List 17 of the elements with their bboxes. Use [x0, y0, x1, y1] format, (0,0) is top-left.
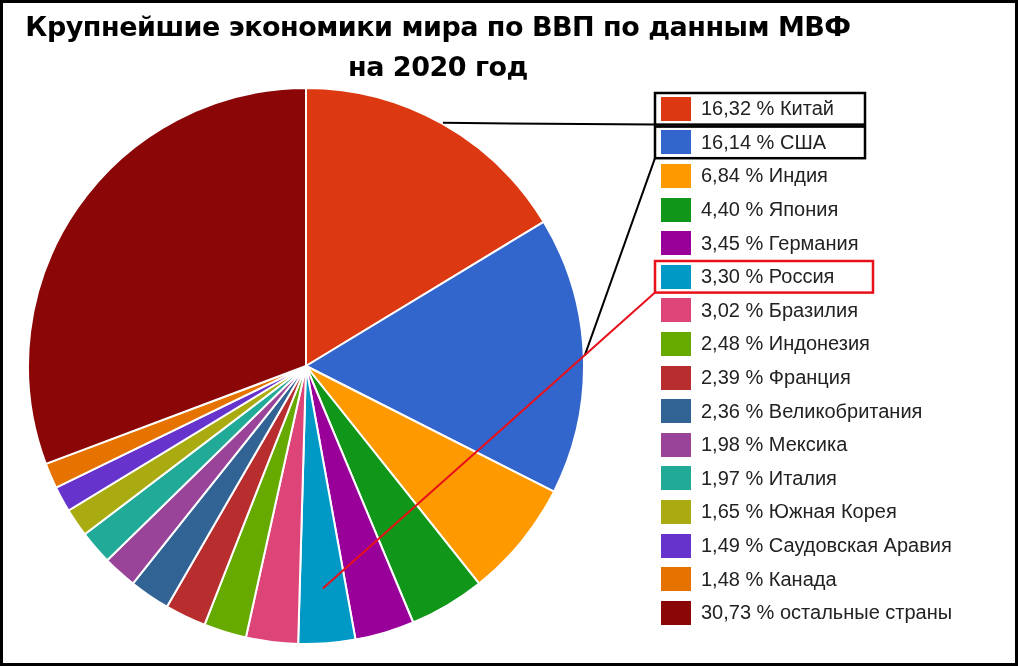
legend-label: 3,02 % Бразилия — [701, 298, 858, 322]
legend-label: 6,84 % Индия — [701, 164, 828, 188]
legend-label: 1,97 % Италия — [701, 466, 837, 490]
legend-label: 3,30 % Россия — [701, 265, 835, 289]
legend-label: 4,40 % Япония — [701, 198, 839, 222]
legend-label: 1,48 % Канада — [701, 567, 837, 591]
legend-label: 1,65 % Южная Корея — [701, 500, 897, 524]
legend-label: 16,14 % США — [701, 130, 827, 154]
chart-title: Крупнейшие экономики мира по ВВП по данным МВФ на 2020 год — [24, 10, 852, 84]
legend-label: 3,45 % Германия — [701, 231, 859, 255]
legend-label: 30,73 % остальные страны — [701, 601, 953, 625]
legend-label: 2,36 % Великобритания — [701, 399, 923, 423]
legend-label: 16,32 % Китай — [701, 97, 834, 121]
legend-label: 1,98 % Мексика — [701, 433, 848, 457]
legend-label: 2,48 % Индонезия — [701, 332, 870, 356]
legend-label: 2,39 % Франция — [701, 366, 851, 390]
legend-label: 1,49 % Саудовская Аравия — [701, 534, 952, 558]
